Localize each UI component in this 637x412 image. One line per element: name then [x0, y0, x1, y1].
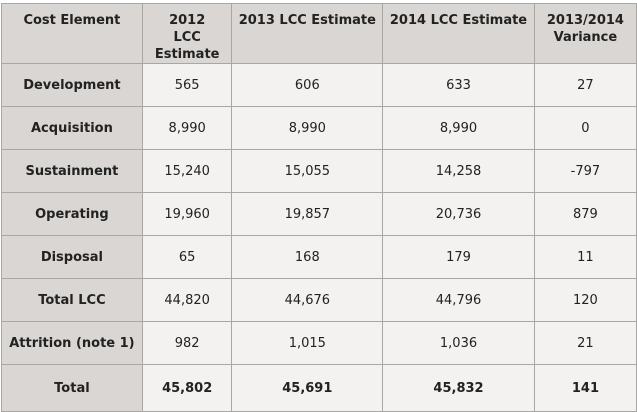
table-cell: 45,802	[141, 364, 233, 412]
table-row: Sustainment 15,240 15,055 14,258 -797	[1, 149, 637, 193]
table-cell: 982	[141, 321, 233, 365]
table-cell: 19,857	[231, 192, 384, 236]
table-cell: 44,676	[231, 278, 384, 322]
row-label: Development	[1, 63, 143, 107]
table-cell: 1,015	[231, 321, 384, 365]
table-row: Total 45,802 45,691 45,832 141	[1, 364, 637, 412]
table-row: Attrition (note 1) 982 1,015 1,036 21	[1, 321, 637, 365]
column-header: 2013/2014 Variance	[533, 3, 637, 64]
table-cell: 27	[533, 63, 637, 107]
table-cell: 633	[382, 63, 535, 107]
table-cell: 44,820	[141, 278, 233, 322]
table-row: Development 565 606 633 27	[1, 63, 637, 107]
table-cell: 565	[141, 63, 233, 107]
table-cell: 120	[533, 278, 637, 322]
table-row: Acquisition 8,990 8,990 8,990 0	[1, 106, 637, 150]
column-header: 2012 LCC Estimate	[141, 3, 233, 64]
row-label: Total LCC	[1, 278, 143, 322]
table-cell: 11	[533, 235, 637, 279]
table-cell: 15,055	[231, 149, 384, 193]
column-header: 2014 LCC Estimate	[382, 3, 535, 64]
table-cell: 879	[533, 192, 637, 236]
lcc-table: Cost Element 2012 LCC Estimate 2013 LCC Es…	[1, 3, 637, 412]
table-cell: 44,796	[382, 278, 535, 322]
table-cell: 1,036	[382, 321, 535, 365]
row-label: Disposal	[1, 235, 143, 279]
table-cell: 0	[533, 106, 637, 150]
column-header: Cost Element	[1, 3, 143, 64]
row-label: Attrition (note 1)	[1, 321, 143, 365]
table-row: Disposal 65 168 179 11	[1, 235, 637, 279]
table-cell: 141	[533, 364, 637, 412]
table-cell: 19,960	[141, 192, 233, 236]
table-cell: 14,258	[382, 149, 535, 193]
column-header: 2013 LCC Estimate	[231, 3, 384, 64]
table-cell: 8,990	[141, 106, 233, 150]
table-cell: 65	[141, 235, 233, 279]
table-cell: 8,990	[231, 106, 384, 150]
table-cell: 8,990	[382, 106, 535, 150]
table-cell: 15,240	[141, 149, 233, 193]
table-row: Operating 19,960 19,857 20,736 879	[1, 192, 637, 236]
row-label: Sustainment	[1, 149, 143, 193]
table-cell: 45,832	[382, 364, 535, 412]
row-label: Total	[1, 364, 143, 412]
table-cell: 45,691	[231, 364, 384, 412]
table-cell: 168	[231, 235, 384, 279]
row-label: Operating	[1, 192, 143, 236]
row-label: Acquisition	[1, 106, 143, 150]
table-cell: 21	[533, 321, 637, 365]
table-cell: 606	[231, 63, 384, 107]
table-cell: 20,736	[382, 192, 535, 236]
table-cell: 179	[382, 235, 535, 279]
table-cell: -797	[533, 149, 637, 193]
header-row: Cost Element 2012 LCC Estimate 2013 LCC Es…	[1, 3, 637, 64]
table-row: Total LCC 44,820 44,676 44,796 120	[1, 278, 637, 322]
